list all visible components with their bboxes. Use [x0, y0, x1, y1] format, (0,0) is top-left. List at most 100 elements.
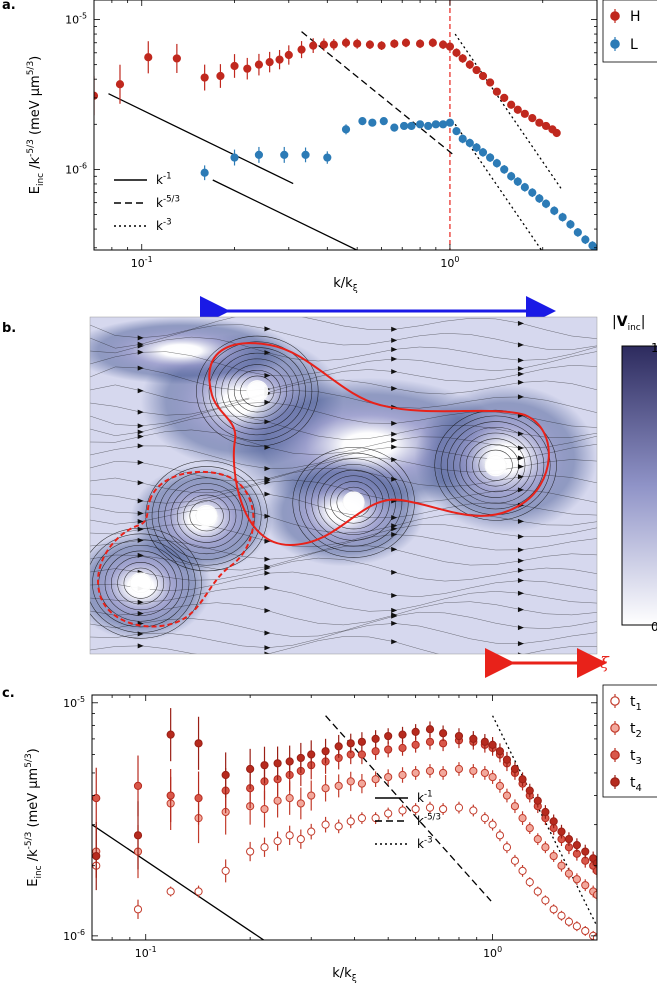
- streamline: [90, 443, 597, 469]
- data-point: [525, 786, 534, 795]
- data-point: [425, 766, 435, 776]
- streamline: [90, 557, 597, 582]
- data-point: [230, 153, 239, 162]
- data-point: [581, 926, 590, 936]
- vortex-core: [129, 572, 152, 595]
- data-point: [415, 39, 425, 48]
- data-point: [557, 827, 566, 836]
- data-point: [495, 747, 505, 756]
- data-point: [353, 39, 362, 48]
- data-point: [488, 772, 497, 782]
- streamline-arrow: [137, 510, 144, 516]
- data-point: [431, 120, 440, 129]
- data-point: [428, 38, 437, 47]
- panel-label-c: c.: [2, 686, 15, 701]
- data-point: [246, 764, 255, 774]
- colorbar-min-label: 0: [651, 620, 657, 634]
- streamline-loop: [459, 432, 532, 498]
- streamline-arrow: [391, 437, 398, 443]
- colorbar-title: |Vinc|: [612, 314, 645, 333]
- streamline-loop: [202, 341, 313, 441]
- data-point: [557, 911, 566, 920]
- data-point: [296, 799, 305, 808]
- data-point: [296, 835, 305, 844]
- data-point: [275, 55, 284, 64]
- legend-marker: [610, 723, 620, 733]
- y-tick-label: 10-6: [65, 161, 87, 176]
- data-point: [581, 235, 590, 244]
- data-point: [194, 794, 203, 803]
- data-point: [133, 781, 143, 790]
- data-point: [439, 729, 448, 738]
- streamline-arrow: [264, 513, 271, 519]
- colorbar-max-label: 1: [651, 341, 657, 355]
- data-point: [285, 831, 294, 840]
- data-point: [407, 121, 416, 131]
- legend-marker: [610, 777, 620, 787]
- streamline-arrow: [264, 419, 271, 425]
- data-point: [172, 54, 181, 63]
- data-point: [550, 206, 559, 215]
- data-point: [472, 65, 481, 75]
- data-point: [572, 922, 581, 931]
- streamline-arrow: [517, 455, 524, 461]
- data-point: [533, 796, 542, 805]
- data-point: [133, 831, 143, 840]
- data-point: [254, 150, 264, 159]
- data-point: [528, 188, 537, 197]
- panel-label-b: b.: [2, 321, 16, 336]
- data-point: [558, 213, 567, 222]
- x-axis-label: k/kξ: [332, 966, 356, 984]
- data-point: [377, 41, 386, 50]
- streamline-arrow: [517, 366, 524, 372]
- legend-frame: [602, 0, 657, 63]
- streamline-arrow: [264, 651, 271, 654]
- data-point: [533, 835, 542, 844]
- streamline-arrow: [517, 379, 524, 385]
- streamline: [90, 351, 597, 377]
- data-point: [592, 866, 597, 875]
- panel-c-guide-legend: k-1 k-5/3 k-3: [375, 790, 441, 851]
- data-point: [454, 731, 464, 741]
- velocity-field: [90, 317, 597, 654]
- streamline-arrow: [137, 552, 144, 558]
- guide-line-solid: [212, 179, 359, 250]
- x-tick-label: 100: [440, 255, 459, 270]
- guide-line-dashed: [325, 715, 492, 902]
- data-point: [488, 740, 497, 749]
- data-point: [486, 153, 495, 162]
- streamline: [90, 586, 597, 612]
- data-point: [478, 71, 488, 81]
- data-point: [357, 737, 367, 746]
- streamline-arrow: [264, 466, 271, 472]
- healing-length-label: ξ: [600, 653, 610, 672]
- x-tick-label: 10-1: [135, 945, 157, 960]
- streamline-arrow: [517, 590, 524, 596]
- data-point: [243, 64, 252, 73]
- streamline-arrow: [264, 570, 271, 576]
- streamline-loop: [465, 438, 526, 493]
- colorbar: |Vinc| 1 0: [612, 314, 657, 634]
- panel-a-plot-area: [94, 0, 597, 250]
- data-point: [541, 199, 551, 208]
- data-point: [549, 905, 558, 914]
- streamline-arrow: [137, 480, 144, 486]
- streamline-arrow: [264, 630, 271, 636]
- streamline-arrow: [517, 518, 524, 524]
- data-point: [260, 804, 269, 814]
- data-point: [549, 851, 558, 861]
- data-point: [510, 764, 520, 774]
- data-point: [438, 120, 448, 129]
- data-point: [439, 768, 448, 778]
- y-axis-label: Einc /k-5/3 (meV µm5/3): [24, 748, 44, 887]
- streamline-arrow: [264, 444, 271, 450]
- data-point: [480, 814, 489, 823]
- streamline-arrow: [391, 369, 398, 375]
- data-point: [510, 856, 520, 865]
- streamline-arrow: [517, 625, 524, 631]
- streamline-loop: [176, 488, 237, 543]
- data-point: [552, 128, 561, 138]
- series-H: [94, 37, 561, 138]
- data-point: [572, 875, 581, 884]
- streamline-arrow: [517, 342, 524, 348]
